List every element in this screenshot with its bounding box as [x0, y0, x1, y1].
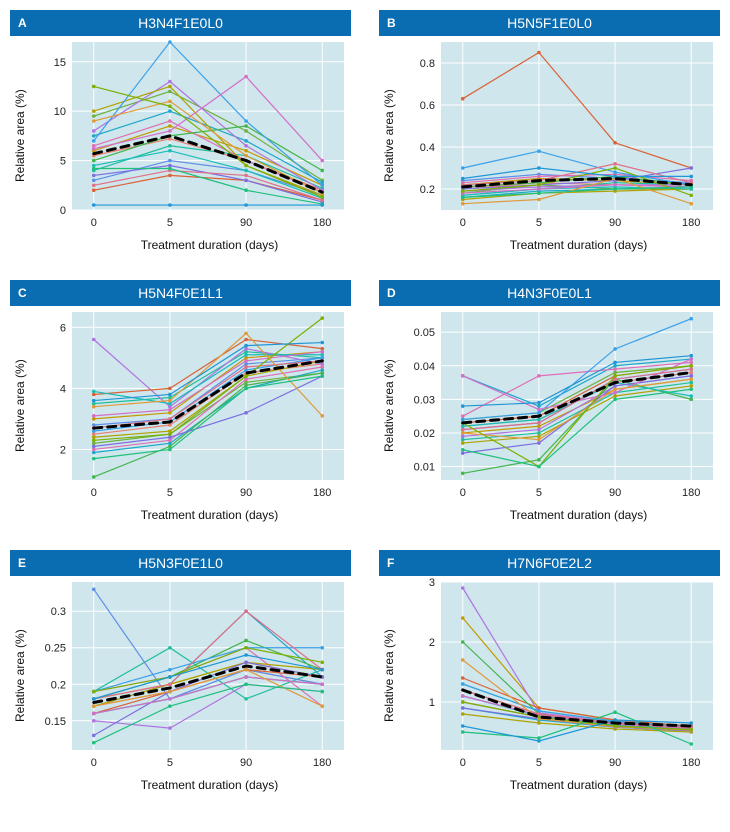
- svg-text:0: 0: [91, 757, 97, 769]
- svg-text:180: 180: [313, 487, 331, 499]
- svg-text:180: 180: [682, 217, 700, 229]
- y-axis-label: Relative area (%): [10, 306, 30, 506]
- panel-header: CH5N4F0E1L1: [10, 280, 351, 306]
- svg-text:0: 0: [91, 217, 97, 229]
- svg-text:180: 180: [313, 757, 331, 769]
- svg-text:2: 2: [429, 637, 435, 649]
- panel-header: DH4N3F0E0L1: [379, 280, 720, 306]
- panel-title: H3N4F1E0L0: [10, 15, 351, 31]
- svg-text:90: 90: [609, 217, 621, 229]
- svg-text:0.6: 0.6: [420, 100, 435, 112]
- panel-letter: B: [387, 16, 396, 30]
- svg-text:15: 15: [54, 57, 66, 69]
- svg-text:0.8: 0.8: [420, 58, 435, 70]
- panel-letter: A: [18, 16, 27, 30]
- svg-text:0: 0: [60, 205, 66, 217]
- svg-text:1: 1: [429, 697, 435, 709]
- x-axis-label: Treatment duration (days): [68, 778, 351, 792]
- svg-text:5: 5: [536, 757, 542, 769]
- panel-e: EH5N3F0E1L0Relative area (%)0.150.20.250…: [10, 550, 351, 792]
- svg-text:0: 0: [460, 487, 466, 499]
- panel-a: AH3N4F1E0L0Relative area (%)051015059018…: [10, 10, 351, 252]
- panel-title: H5N5F1E0L0: [379, 15, 720, 31]
- y-axis-label: Relative area (%): [10, 576, 30, 776]
- svg-text:90: 90: [240, 217, 252, 229]
- svg-text:0.2: 0.2: [51, 679, 66, 691]
- svg-text:0.2: 0.2: [420, 184, 435, 196]
- svg-text:5: 5: [167, 217, 173, 229]
- panel-d: DH4N3F0E0L1Relative area (%)0.010.020.03…: [379, 280, 720, 522]
- panel-letter: C: [18, 286, 27, 300]
- y-axis-label: Relative area (%): [379, 576, 399, 776]
- plot-area: 0.2 0.4 0.6 0.8 0 5 90 180: [399, 36, 719, 236]
- svg-text:0: 0: [460, 757, 466, 769]
- svg-text:5: 5: [536, 217, 542, 229]
- svg-text:0.3: 0.3: [51, 606, 66, 618]
- svg-text:2: 2: [60, 444, 66, 456]
- panel-title: H5N4F0E1L1: [10, 285, 351, 301]
- svg-text:90: 90: [240, 757, 252, 769]
- svg-text:90: 90: [240, 487, 252, 499]
- svg-text:0.05: 0.05: [414, 327, 435, 339]
- chart-grid: AH3N4F1E0L0Relative area (%)051015059018…: [10, 10, 720, 792]
- plot-area: 2 4 6 0 5 90 180: [30, 306, 350, 506]
- panel-header: EH5N3F0E1L0: [10, 550, 351, 576]
- y-axis-label: Relative area (%): [379, 36, 399, 236]
- svg-text:5: 5: [60, 156, 66, 168]
- svg-text:180: 180: [682, 757, 700, 769]
- svg-text:0.01: 0.01: [414, 462, 435, 474]
- svg-text:0.02: 0.02: [414, 428, 435, 440]
- panel-title: H7N6F0E2L2: [379, 555, 720, 571]
- x-axis-label: Treatment duration (days): [437, 508, 720, 522]
- x-axis-label: Treatment duration (days): [437, 778, 720, 792]
- plot-area: 0.15 0.2 0.25 0.3 0 5 90 180: [30, 576, 350, 776]
- svg-text:0.03: 0.03: [414, 394, 435, 406]
- panel-title: H5N3F0E1L0: [10, 555, 351, 571]
- panel-letter: E: [18, 556, 26, 570]
- panel-header: FH7N6F0E2L2: [379, 550, 720, 576]
- y-axis-label: Relative area (%): [10, 36, 30, 236]
- y-axis-label: Relative area (%): [379, 306, 399, 506]
- panel-title: H4N3F0E0L1: [379, 285, 720, 301]
- x-axis-label: Treatment duration (days): [437, 238, 720, 252]
- x-axis-label: Treatment duration (days): [68, 238, 351, 252]
- svg-text:0.4: 0.4: [420, 142, 435, 154]
- svg-text:0: 0: [460, 217, 466, 229]
- plot-area: 1 2 3 0 5 90 180: [399, 576, 719, 776]
- panel-b: BH5N5F1E0L0Relative area (%)0.20.40.60.8…: [379, 10, 720, 252]
- svg-text:4: 4: [60, 383, 66, 395]
- panel-c: CH5N4F0E1L1Relative area (%)2460590180Tr…: [10, 280, 351, 522]
- panel-letter: D: [387, 286, 396, 300]
- svg-text:10: 10: [54, 106, 66, 118]
- svg-text:0: 0: [91, 487, 97, 499]
- svg-text:5: 5: [167, 487, 173, 499]
- plot-area: 0 5 10 15 0 5 90 180: [30, 36, 350, 236]
- svg-text:90: 90: [609, 757, 621, 769]
- svg-text:180: 180: [682, 487, 700, 499]
- svg-text:5: 5: [536, 487, 542, 499]
- svg-text:0.04: 0.04: [414, 361, 435, 373]
- panel-header: AH3N4F1E0L0: [10, 10, 351, 36]
- svg-text:6: 6: [60, 322, 66, 334]
- panel-letter: F: [387, 556, 394, 570]
- svg-text:180: 180: [313, 217, 331, 229]
- x-axis-label: Treatment duration (days): [68, 508, 351, 522]
- svg-text:0.15: 0.15: [45, 716, 66, 728]
- svg-text:90: 90: [609, 487, 621, 499]
- panel-f: FH7N6F0E2L2Relative area (%)1230590180Tr…: [379, 550, 720, 792]
- panel-header: BH5N5F1E0L0: [379, 10, 720, 36]
- svg-text:0.25: 0.25: [45, 643, 66, 655]
- svg-text:3: 3: [429, 577, 435, 589]
- plot-area: 0.01 0.02 0.03 0.04 0.05 0 5 90 180: [399, 306, 719, 506]
- svg-text:5: 5: [167, 757, 173, 769]
